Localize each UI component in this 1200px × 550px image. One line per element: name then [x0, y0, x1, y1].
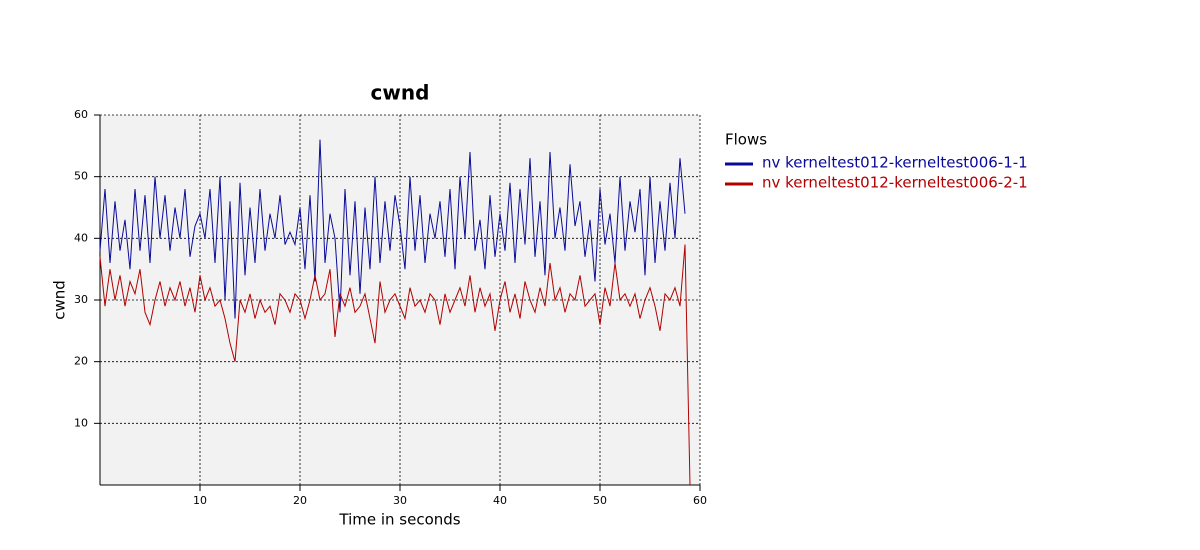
- x-tick-label: 30: [393, 494, 407, 507]
- x-tick-label: 10: [193, 494, 207, 507]
- legend-label: nv kerneltest012-kerneltest006-1-1: [762, 154, 1028, 172]
- series-line: [99, 244, 691, 486]
- y-tick-label: 50: [74, 170, 88, 183]
- y-axis-label: cwnd: [51, 280, 69, 320]
- legend-label: nv kerneltest012-kerneltest006-2-1: [762, 174, 1028, 192]
- x-tick-label: 40: [493, 494, 507, 507]
- series-line: [99, 139, 686, 319]
- x-tick-label: 20: [293, 494, 307, 507]
- y-tick-label: 60: [74, 108, 88, 121]
- y-tick-label: 20: [74, 355, 88, 368]
- y-tick-label: 40: [74, 231, 88, 244]
- legend-title: Flows: [725, 131, 767, 149]
- chart-title: cwnd: [371, 81, 430, 105]
- y-tick-label: 30: [74, 293, 88, 306]
- y-tick-label: 10: [74, 416, 88, 429]
- x-tick-label: 60: [693, 494, 707, 507]
- x-tick-label: 50: [593, 494, 607, 507]
- x-axis-label: Time in seconds: [338, 511, 460, 529]
